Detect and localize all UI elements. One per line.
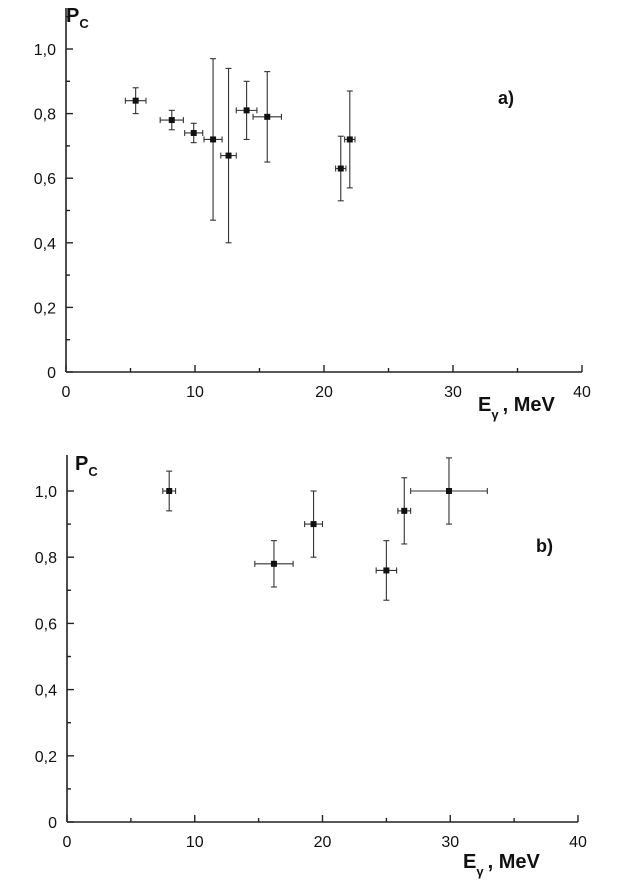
x-tick-label: 10: [186, 384, 204, 401]
x-tick-label: 0: [62, 384, 71, 401]
x-tick-label: 40: [573, 384, 591, 401]
x-axis-title-main: E: [463, 851, 476, 873]
x-axis-title-sub: γ: [491, 407, 499, 422]
y-tick-label: 1,0: [35, 484, 57, 501]
data-point: [383, 567, 390, 574]
x-axis-title: Eγ , MeV: [478, 394, 555, 422]
y-axis-title-sub: C: [88, 464, 98, 479]
y-tick-label: 0,8: [34, 107, 56, 124]
data-point: [310, 521, 317, 528]
x-tick-label: 30: [444, 384, 462, 401]
y-tick-label: 0,4: [35, 683, 57, 700]
x-tick-label: 10: [186, 834, 204, 851]
x-axis-title-unit: , MeV: [503, 394, 556, 416]
panel-label: b): [536, 536, 553, 556]
data-point-group: [235, 80, 258, 140]
x-axis-title-sub: γ: [476, 864, 484, 879]
y-tick-label: 0: [48, 815, 57, 832]
data-point-group: [252, 71, 282, 163]
y-tick-label: 0: [47, 365, 56, 382]
y-tick-label: 0,6: [35, 616, 57, 633]
y-tick-label: 0,2: [35, 749, 57, 766]
y-axis-title-main: P: [75, 453, 88, 475]
data-point: [337, 165, 344, 172]
x-tick-label: 20: [314, 834, 332, 851]
x-tick-label: 0: [63, 834, 72, 851]
x-tick-label: 40: [569, 834, 587, 851]
panel-label: a): [498, 88, 514, 108]
data-point: [168, 117, 175, 124]
data-point-group: [344, 90, 356, 189]
data-point: [225, 152, 232, 159]
data-point: [270, 560, 277, 567]
y-tick-label: 0,6: [34, 171, 56, 188]
data-point: [264, 113, 271, 120]
x-axis-title-unit: , MeV: [488, 851, 541, 873]
x-tick-label: 30: [441, 834, 459, 851]
data-point: [166, 488, 173, 494]
y-axis-title: PC: [75, 453, 98, 479]
data-point-group: [254, 540, 294, 588]
y-axis-title-main: P: [66, 5, 79, 27]
data-point-group: [397, 477, 412, 545]
data-point-group: [159, 109, 184, 131]
y-tick-label: 1,0: [34, 42, 56, 59]
data-point-group: [184, 122, 204, 144]
data-point-group: [410, 457, 488, 525]
data-point: [445, 488, 452, 494]
x-tick-label: 20: [315, 384, 333, 401]
data-point-group: [162, 470, 177, 512]
y-tick-label: 0,4: [34, 236, 56, 253]
y-tick-label: 0,8: [35, 550, 57, 567]
data-point: [346, 136, 353, 143]
data-point-group: [203, 58, 223, 221]
data-point: [401, 507, 408, 514]
panel-a: 0 0,2 0,4 0,6 0,8 1,0 0 10 20 30 40 PC Eγ , MeV a): [34, 5, 591, 422]
data-point-group: [375, 540, 398, 601]
data-point: [210, 136, 217, 143]
y-tick-label: 0,2: [34, 300, 56, 317]
data-point: [190, 129, 197, 136]
y-axis-title-sub: C: [79, 16, 89, 31]
data-point-group: [220, 67, 237, 244]
data-point: [132, 97, 139, 104]
panel-b: 0 0,2 0,4 0,6 0,8 1,0 0 10 20 30 40 PC Eγ , MeV b): [35, 453, 587, 879]
y-axis-title: PC: [66, 5, 89, 31]
x-axis-title: Eγ , MeV: [463, 851, 540, 879]
data-point: [243, 107, 250, 114]
data-point-group: [124, 87, 147, 115]
data-point-group: [304, 490, 324, 558]
x-axis-title-main: E: [478, 394, 491, 416]
data-point-group: [335, 135, 347, 202]
